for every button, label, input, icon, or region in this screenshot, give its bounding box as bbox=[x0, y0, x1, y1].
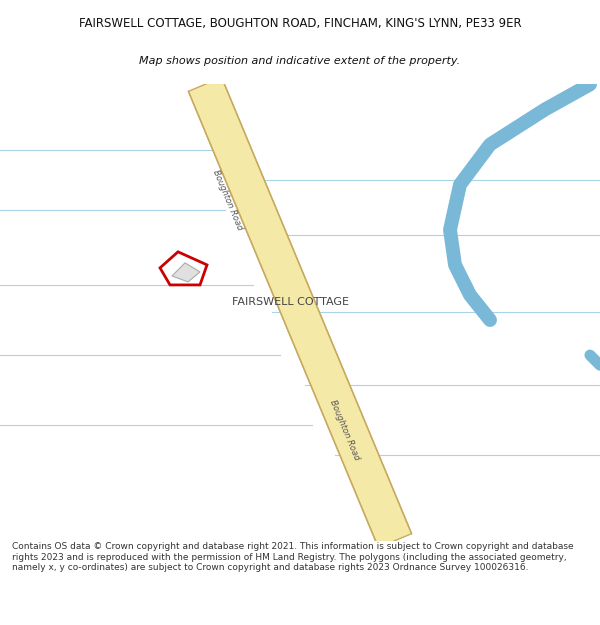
Text: FAIRSWELL COTTAGE: FAIRSWELL COTTAGE bbox=[232, 297, 349, 307]
Text: Boughton Road: Boughton Road bbox=[328, 399, 362, 462]
Polygon shape bbox=[188, 78, 412, 548]
Polygon shape bbox=[172, 263, 200, 282]
Text: Boughton Road: Boughton Road bbox=[211, 168, 245, 231]
Text: Map shows position and indicative extent of the property.: Map shows position and indicative extent… bbox=[139, 56, 461, 66]
Text: FAIRSWELL COTTAGE, BOUGHTON ROAD, FINCHAM, KING'S LYNN, PE33 9ER: FAIRSWELL COTTAGE, BOUGHTON ROAD, FINCHA… bbox=[79, 17, 521, 30]
Text: Contains OS data © Crown copyright and database right 2021. This information is : Contains OS data © Crown copyright and d… bbox=[12, 542, 574, 572]
